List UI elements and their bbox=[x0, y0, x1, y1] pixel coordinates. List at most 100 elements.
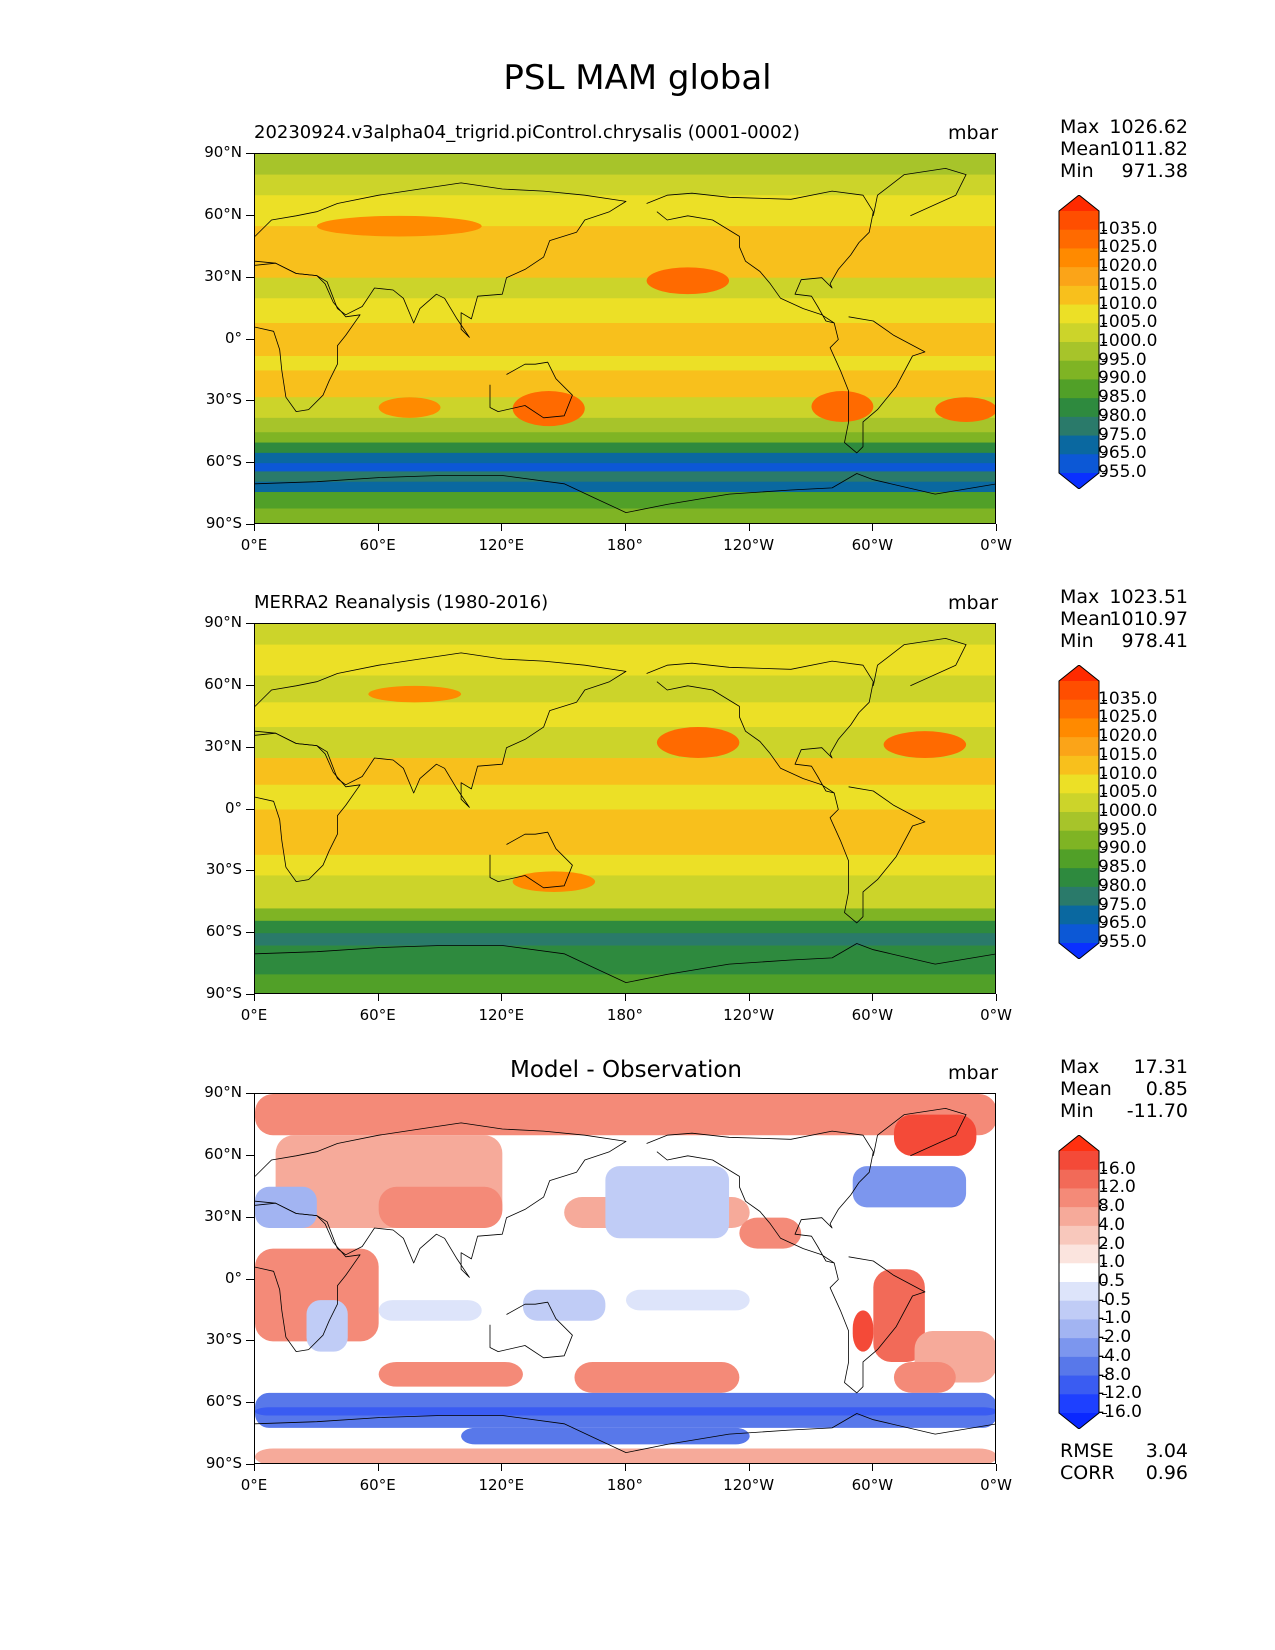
colorbar bbox=[1058, 1135, 1100, 1429]
colorbar-tick bbox=[1102, 248, 1107, 250]
colorbar-label: 975.0 bbox=[1098, 424, 1147, 445]
lon-label: 120°E bbox=[478, 1006, 525, 1024]
lat-tick bbox=[246, 1216, 254, 1218]
lat-label: 30°N bbox=[204, 1206, 242, 1225]
lon-tick bbox=[254, 524, 255, 531]
colorbar-label: 1.0 bbox=[1098, 1252, 1126, 1273]
lat-tick bbox=[246, 870, 254, 872]
colorbar-label: 975.0 bbox=[1098, 894, 1147, 915]
map-plot bbox=[254, 623, 996, 994]
panel-title: 20230924.v3alpha04_trigrid.piControl.chr… bbox=[254, 122, 800, 143]
colorbar-label: -1.0 bbox=[1098, 1308, 1132, 1329]
lon-label: 0°W bbox=[980, 1006, 1012, 1024]
lon-tick bbox=[872, 1464, 874, 1471]
lon-label: 60°E bbox=[359, 1006, 396, 1024]
map-plot bbox=[254, 153, 996, 524]
colorbar-label: 995.0 bbox=[1098, 349, 1147, 370]
lon-label: 0°W bbox=[980, 536, 1012, 554]
lat-label: 0° bbox=[224, 1268, 242, 1287]
colorbar-tick bbox=[1102, 1225, 1107, 1227]
colorbar-tick bbox=[1102, 454, 1107, 456]
colorbar-tick bbox=[1102, 1263, 1107, 1265]
colorbar bbox=[1058, 665, 1100, 959]
stat-min-label: Min bbox=[1060, 1100, 1094, 1122]
lon-tick bbox=[501, 524, 503, 531]
colorbar-label: 1025.0 bbox=[1098, 707, 1158, 728]
lat-label: 60°S bbox=[205, 452, 242, 471]
colorbar-tick bbox=[1102, 1169, 1107, 1171]
colorbar-label: 995.0 bbox=[1098, 819, 1147, 840]
stat-mean-label: Mean bbox=[1060, 608, 1112, 630]
stat-mean-value: 1011.82 bbox=[1109, 138, 1188, 160]
lon-tick bbox=[377, 1464, 379, 1471]
stat-min-label: Min bbox=[1060, 160, 1094, 182]
lat-tick bbox=[246, 1340, 254, 1342]
lat-tick bbox=[246, 1464, 254, 1465]
stat-max-value: 1023.51 bbox=[1109, 586, 1188, 608]
colorbar-tick bbox=[1102, 849, 1107, 851]
colorbar-label: 1010.0 bbox=[1098, 293, 1158, 314]
stats-block: Max 1023.51 Mean 1010.97 Min 978.41 bbox=[1060, 586, 1188, 652]
stat-min-label: Min bbox=[1060, 630, 1094, 652]
colorbar-tick bbox=[1102, 1375, 1107, 1377]
colorbar-tick bbox=[1102, 1394, 1107, 1396]
lon-tick bbox=[625, 994, 626, 1001]
colorbar-label: 1005.0 bbox=[1098, 312, 1158, 333]
colorbar-label: 1025.0 bbox=[1098, 237, 1158, 258]
lat-tick bbox=[246, 462, 254, 464]
colorbar-label: -2.0 bbox=[1098, 1327, 1132, 1348]
lon-label: 120°E bbox=[478, 536, 525, 554]
colorbar-tick bbox=[1102, 699, 1107, 701]
lon-tick bbox=[625, 1464, 626, 1471]
colorbar-label: 965.0 bbox=[1098, 443, 1147, 464]
colorbar bbox=[1058, 195, 1100, 489]
lon-label: 0°W bbox=[980, 1476, 1012, 1494]
lat-tick bbox=[246, 524, 254, 525]
colorbar-tick bbox=[1102, 1300, 1107, 1302]
panel-observation: MERRA2 Reanalysis (1980-2016) mbar Max 10… bbox=[0, 470, 1275, 1024]
units-label: mbar bbox=[948, 122, 999, 144]
lat-label: 30°S bbox=[205, 390, 242, 409]
stats-block: Max 17.31 Mean 0.85 Min -11.70 bbox=[1060, 1056, 1188, 1122]
lon-tick bbox=[996, 994, 997, 1001]
colorbar-tick bbox=[1102, 323, 1107, 325]
stat-mean-value: 1010.97 bbox=[1109, 608, 1188, 630]
lat-label: 0° bbox=[224, 798, 242, 817]
stat-mean-label: Mean bbox=[1060, 1078, 1112, 1100]
lon-label: 0°E bbox=[240, 536, 268, 554]
lat-tick bbox=[246, 808, 254, 810]
lat-label: 0° bbox=[224, 328, 242, 347]
lat-tick bbox=[246, 684, 254, 686]
lat-tick bbox=[246, 338, 254, 340]
colorbar-label: 1035.0 bbox=[1098, 688, 1158, 709]
colorbar-tick bbox=[1102, 304, 1107, 306]
lon-tick bbox=[872, 524, 874, 531]
stat-max-label: Max bbox=[1060, 586, 1100, 608]
colorbar-tick bbox=[1102, 416, 1107, 418]
lon-tick bbox=[501, 1464, 503, 1471]
lon-label: 120°W bbox=[723, 1476, 775, 1494]
lat-label: 60°S bbox=[205, 922, 242, 941]
lat-tick bbox=[246, 623, 254, 624]
colorbar-tick bbox=[1102, 924, 1107, 926]
colorbar-tick bbox=[1102, 812, 1107, 813]
lat-tick bbox=[246, 153, 254, 154]
stat-mean-value: 0.85 bbox=[1145, 1078, 1188, 1100]
colorbar-label: 4.0 bbox=[1098, 1214, 1126, 1235]
colorbar-tick bbox=[1102, 285, 1107, 287]
panel-title: Model - Observation bbox=[509, 1057, 743, 1083]
panel-difference: Model - Observation mbar Max 17.31 Mean 0.… bbox=[0, 940, 1275, 1494]
lat-label: 90°N bbox=[204, 143, 242, 161]
lon-tick bbox=[748, 1464, 750, 1471]
lon-label: 180° bbox=[606, 536, 644, 554]
lon-label: 180° bbox=[606, 1006, 644, 1024]
stat-min-value: 971.38 bbox=[1121, 160, 1188, 182]
colorbar-tick bbox=[1102, 342, 1107, 343]
lat-label: 90°S bbox=[205, 984, 242, 1002]
colorbar-tick bbox=[1102, 905, 1107, 907]
lon-tick bbox=[377, 524, 379, 531]
colorbar-tick bbox=[1102, 943, 1107, 944]
lon-label: 0°E bbox=[240, 1476, 268, 1494]
lon-tick bbox=[254, 994, 255, 1001]
lat-label: 90°S bbox=[205, 1454, 242, 1472]
